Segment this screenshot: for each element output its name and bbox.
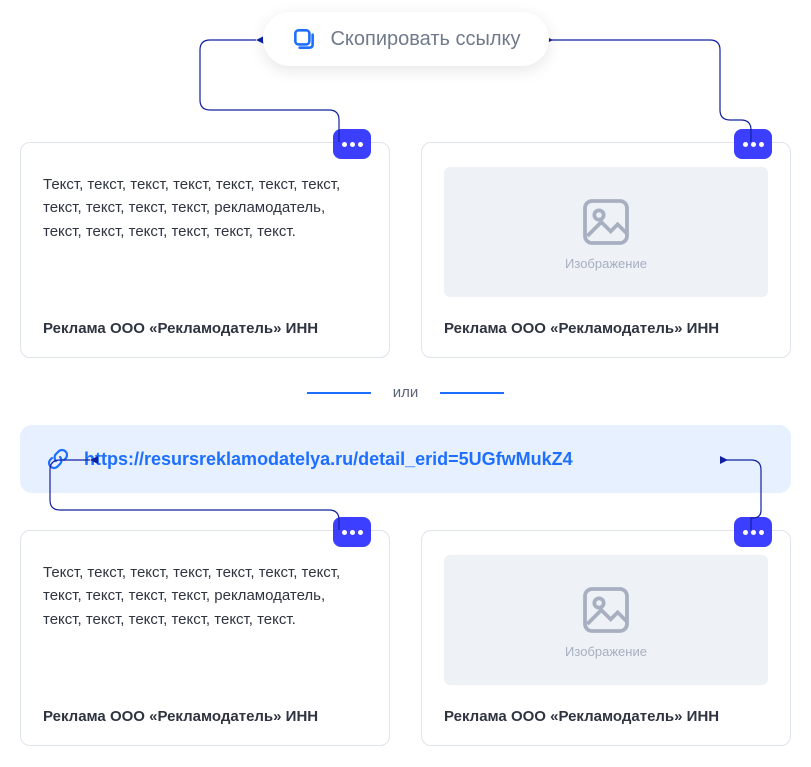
image-placeholder: Изображение <box>444 555 768 685</box>
divider-line <box>307 392 371 394</box>
copy-icon <box>290 26 316 52</box>
divider-line <box>440 392 504 394</box>
image-placeholder: Изображение <box>444 167 768 297</box>
diagram-root: Скопировать ссылку Текст, текст, текст, … <box>0 0 811 767</box>
card-text-bottom: Текст, текст, текст, текст, текст, текст… <box>20 530 390 746</box>
more-button[interactable] <box>734 517 772 547</box>
more-button[interactable] <box>734 129 772 159</box>
image-icon <box>578 582 634 638</box>
copy-link-pill[interactable]: Скопировать ссылку <box>262 12 548 66</box>
divider-word: или <box>393 384 419 401</box>
url-box: https://resursreklamodatelya.ru/detail_e… <box>20 425 791 493</box>
copy-link-label: Скопировать ссылку <box>330 28 520 51</box>
card-footer: Реклама ООО «Рекламодатель» ИНН <box>43 320 318 337</box>
more-button[interactable] <box>333 129 371 159</box>
divider: или <box>0 384 811 401</box>
card-image-top: Изображение Реклама ООО «Рекламодатель» … <box>421 142 791 358</box>
card-footer: Реклама ООО «Рекламодатель» ИНН <box>43 708 318 725</box>
card-body-text: Текст, текст, текст, текст, текст, текст… <box>43 561 367 631</box>
card-text-top: Текст, текст, текст, текст, текст, текст… <box>20 142 390 358</box>
url-text: https://resursreklamodatelya.ru/detail_e… <box>84 449 573 470</box>
link-icon <box>46 447 70 471</box>
card-footer: Реклама ООО «Рекламодатель» ИНН <box>444 320 719 337</box>
image-icon <box>578 194 634 250</box>
image-caption: Изображение <box>565 644 647 659</box>
card-footer: Реклама ООО «Рекламодатель» ИНН <box>444 708 719 725</box>
image-caption: Изображение <box>565 256 647 271</box>
card-body-text: Текст, текст, текст, текст, текст, текст… <box>43 173 367 243</box>
card-image-bottom: Изображение Реклама ООО «Рекламодатель» … <box>421 530 791 746</box>
more-button[interactable] <box>333 517 371 547</box>
